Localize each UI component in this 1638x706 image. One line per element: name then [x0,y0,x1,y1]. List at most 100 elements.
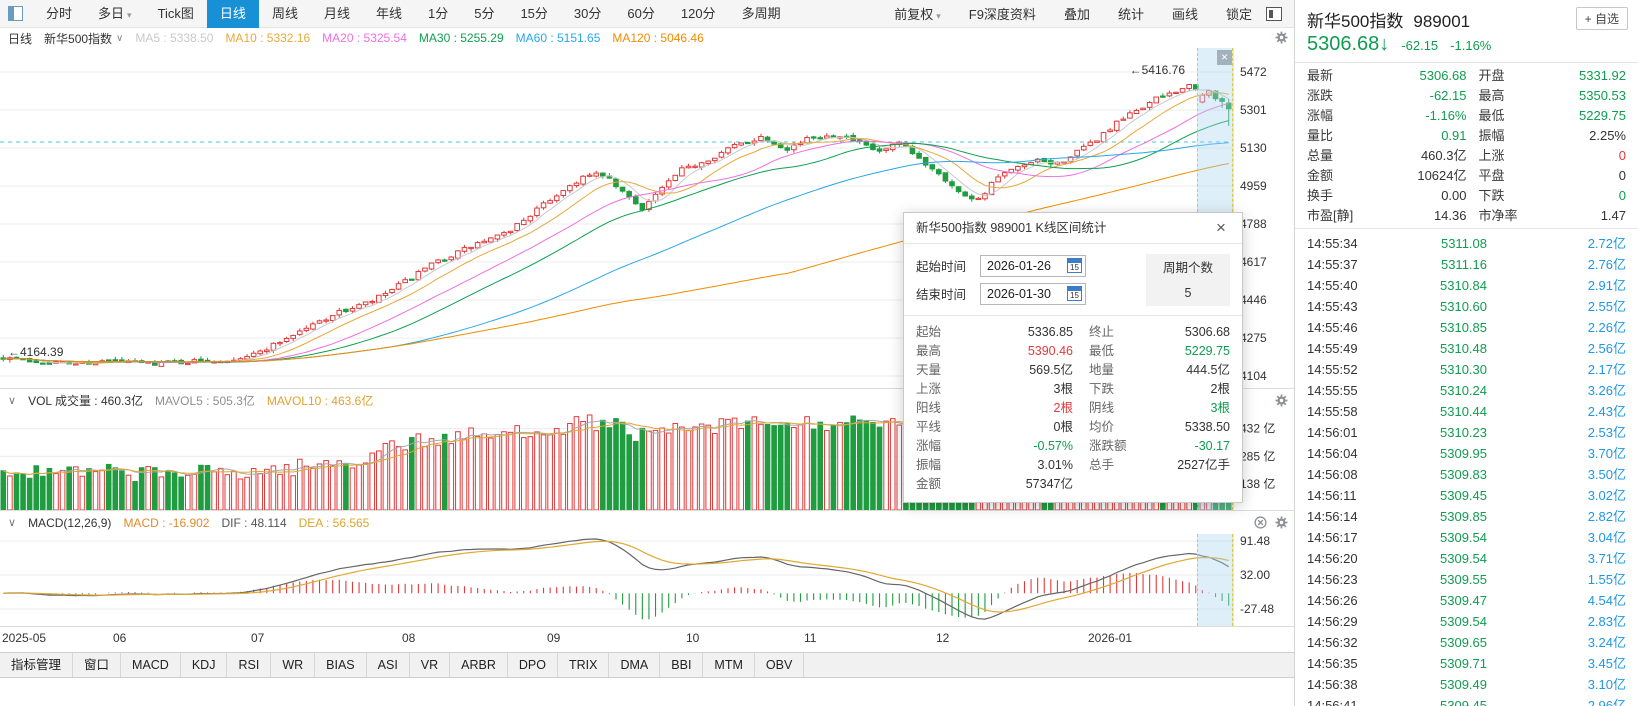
tick-row[interactable]: 14:55:34 5311.08 2.72亿 [1295,233,1638,254]
selection-band-close-icon[interactable]: × [1217,50,1232,65]
period-tab-11[interactable]: 30分 [573,5,602,21]
tick-row[interactable]: 14:56:41 5309.45 2.96亿 [1295,695,1638,706]
indicator-tab-MACD[interactable]: MACD [121,653,181,677]
period-tab-3[interactable]: Tick图 [157,5,194,21]
tick-row[interactable]: 14:55:55 5310.24 3.26亿 [1295,380,1638,401]
period-tab-14[interactable]: 多周期 [741,5,781,21]
candlestick-chart[interactable]: 5472 5301 5130 4959 4788 4617 4446 4275 4104 ←541… [0,48,1295,388]
panel-toggle-icon[interactable] [1266,6,1282,21]
period-toolbar: 分时 多日 ▾ Tick图 日线 周线 月线 年线 1分 5分 15分 30分 60分 120分 多周期 前… [0,0,1294,28]
calendar-icon[interactable]: 15 [1067,258,1082,273]
indicator-tab-DPO[interactable]: DPO [508,653,558,677]
period-tabs: 分时 多日 ▾ Tick图 日线 周线 月线 年线 1分 5分 15分 30分 60分 120分 多周期 [33,0,794,28]
quote-label: 最新 [1307,68,1334,83]
period-tab-4[interactable]: 日线 [206,0,259,28]
indicator-tab-BBI[interactable]: BBI [660,653,704,677]
indicator-tab-TRIX[interactable]: TRIX [558,653,610,677]
tick-row[interactable]: 14:55:52 5310.30 2.17亿 [1295,359,1638,380]
toolbar-action-3[interactable]: 叠加 [1063,7,1090,22]
stat-label: 阳线 [916,401,942,415]
tick-row[interactable]: 14:56:08 5309.83 3.50亿 [1295,464,1638,485]
indicator-tab-BIAS[interactable]: BIAS [315,653,367,677]
indicator-tab-DMA[interactable]: DMA [609,653,661,677]
toolbar-action-1[interactable]: 前复权 ▾ [894,7,941,22]
collapse-icon[interactable]: ∨ [8,395,17,407]
tick-row[interactable]: 14:56:11 5309.45 3.02亿 [1295,485,1638,506]
period-tab-9[interactable]: 5分 [474,5,495,21]
indicator-tab-RSI[interactable]: RSI [227,653,272,677]
tick-row[interactable]: 14:56:29 5309.54 2.83亿 [1295,611,1638,632]
symbol-dropdown[interactable]: 新华500指数 ∨ [44,30,123,47]
tick-row[interactable]: 14:55:37 5311.16 2.76亿 [1295,254,1638,275]
start-date-input[interactable]: 2026-01-26 15 [980,254,1086,277]
caret-down-icon: ▾ [936,11,941,21]
macd-chart[interactable]: 91.48 32.00 -27.48 [0,534,1295,626]
tick-row[interactable]: 14:55:58 5310.44 2.43亿 [1295,401,1638,422]
time-axis-label: 08 [402,631,416,645]
period-tab-2[interactable]: 多日 ▾ [98,5,132,21]
tick-row[interactable]: 14:55:40 5310.84 2.91亿 [1295,275,1638,296]
indicator-tab-ASI[interactable]: ASI [367,653,410,677]
tick-row[interactable]: 14:56:23 5309.55 1.55亿 [1295,569,1638,590]
tick-row[interactable]: 14:56:01 5310.23 2.53亿 [1295,422,1638,443]
dialog-stats-row: 天量 569.5亿 地量 444.5亿 [916,361,1230,380]
indicator-tab-指标管理[interactable]: 指标管理 [0,653,74,677]
tick-time: 14:55:49 [1307,341,1358,356]
period-tab-8[interactable]: 1分 [427,5,449,21]
period-count-box: 周期个数 5 [1146,254,1230,306]
indicator-tab-ARBR[interactable]: ARBR [450,653,508,677]
quote-label: 金额 [1307,168,1334,183]
stat-label: 最低 [1089,344,1115,358]
quote-row: 量比 0.91 振幅 2.25% [1295,126,1638,146]
volume-settings-gear-icon[interactable] [1275,394,1288,407]
indicator-tab-OBV[interactable]: OBV [755,653,805,677]
period-tab-1[interactable]: 分时 [46,5,73,21]
tick-amount: 3.45亿 [1587,656,1626,671]
quote-value: 0.00 [1441,188,1467,203]
tick-row[interactable]: 14:56:32 5309.65 3.24亿 [1295,632,1638,653]
add-watchlist-button[interactable]: + 自选 [1575,7,1628,30]
tick-price: 5309.47 [1440,593,1487,608]
tick-row[interactable]: 14:55:49 5310.48 2.56亿 [1295,338,1638,359]
ma-value-6: MA120 : 5046.46 [612,31,704,45]
stat-label: 金额 [916,477,942,491]
tick-row[interactable]: 14:56:14 5309.85 2.82亿 [1295,506,1638,527]
tick-amount: 2.72亿 [1587,236,1626,251]
time-axis-label: 2025-05 [2,631,47,645]
toolbar-action-4[interactable]: 统计 [1117,7,1144,22]
indicator-tab-KDJ[interactable]: KDJ [181,653,228,677]
calendar-icon[interactable]: 15 [1067,286,1082,301]
collapse-icon[interactable]: ∨ [8,517,17,529]
period-tab-13[interactable]: 120分 [680,5,716,21]
period-tab-10[interactable]: 15分 [520,5,548,21]
period-tab-12[interactable]: 60分 [627,5,655,21]
dialog-title: 新华500指数 989001 K线区间统计 [916,221,1107,235]
period-tab-6[interactable]: 月线 [323,5,350,21]
dialog-close-icon[interactable]: × [1216,218,1226,237]
tick-row[interactable]: 14:56:38 5309.49 3.10亿 [1295,674,1638,695]
window-icon[interactable] [8,6,23,21]
quote-value: 5306.68 [1419,68,1467,83]
end-date-input[interactable]: 2026-01-30 15 [980,282,1086,305]
toolbar-action-5[interactable]: 画线 [1171,7,1198,22]
quote-header: 新华500指数 989001 + 自选 [1295,0,1638,32]
indicator-tab-MTM[interactable]: MTM [703,653,755,677]
tick-row[interactable]: 14:55:46 5310.85 2.26亿 [1295,317,1638,338]
toolbar-action-6[interactable]: 锁定 [1225,7,1252,22]
indicator-tab-VR[interactable]: VR [410,653,451,677]
tick-row[interactable]: 14:56:20 5309.54 3.71亿 [1295,548,1638,569]
tick-row[interactable]: 14:56:17 5309.54 3.04亿 [1295,527,1638,548]
period-tab-7[interactable]: 年线 [375,5,402,21]
tick-time: 14:56:08 [1307,467,1358,482]
chart-settings-gear-icon[interactable] [1275,31,1288,47]
svg-text:5301: 5301 [1240,103,1267,117]
indicator-tab-WR[interactable]: WR [271,653,316,677]
toolbar-action-2[interactable]: F9深度资料 [968,7,1036,22]
period-tab-5[interactable]: 周线 [271,5,298,21]
period-count-value: 5 [1184,286,1192,300]
tick-row[interactable]: 14:56:26 5309.47 4.54亿 [1295,590,1638,611]
indicator-tab-窗口[interactable]: 窗口 [73,653,122,677]
tick-row[interactable]: 14:56:04 5309.95 3.70亿 [1295,443,1638,464]
tick-row[interactable]: 14:55:43 5310.60 2.55亿 [1295,296,1638,317]
tick-row[interactable]: 14:56:35 5309.71 3.45亿 [1295,653,1638,674]
